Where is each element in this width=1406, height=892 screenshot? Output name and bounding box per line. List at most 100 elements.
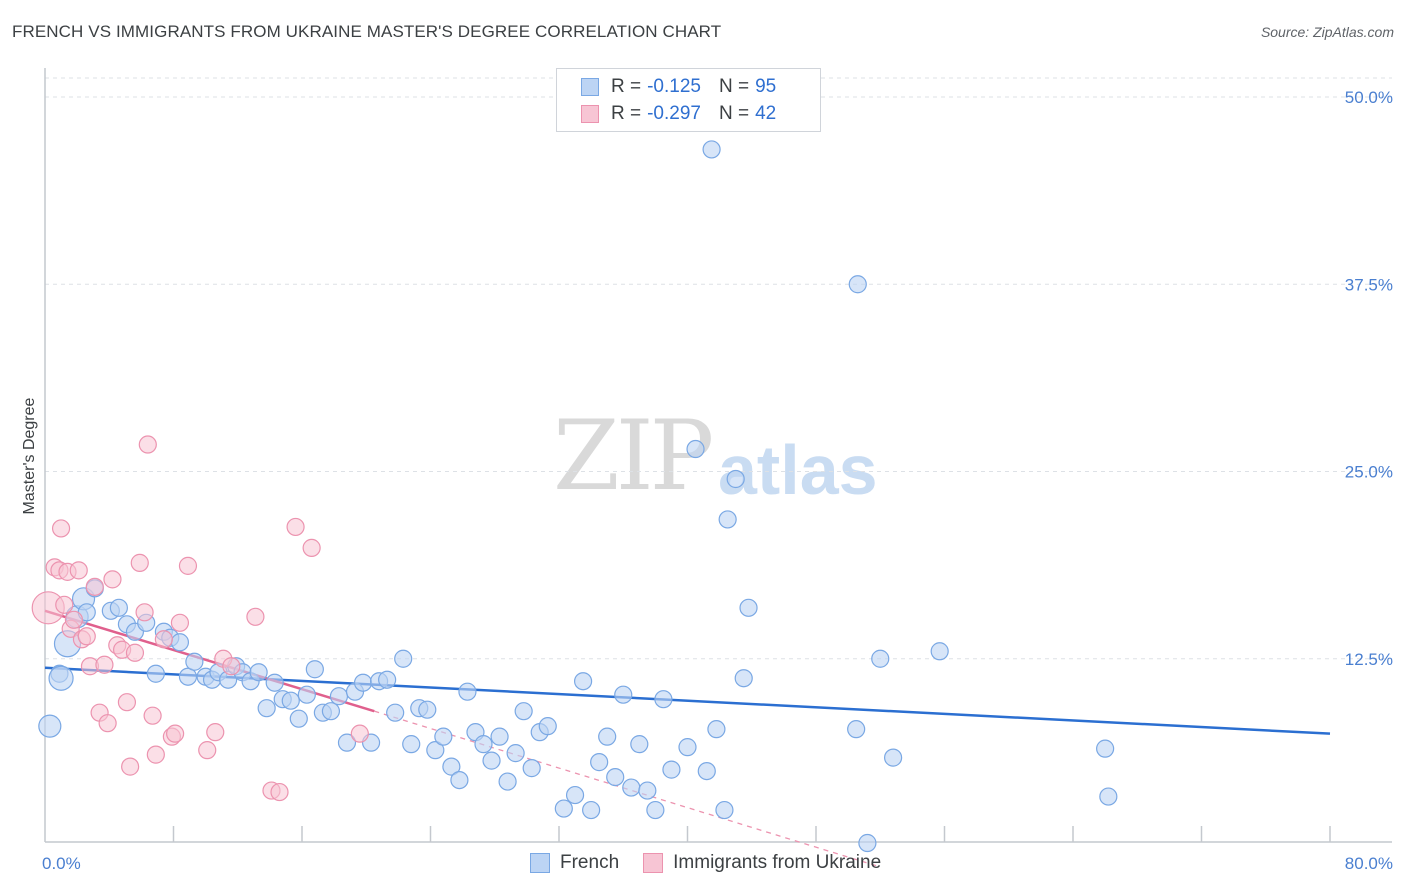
series-legend: French Immigrants from Ukraine: [530, 852, 905, 874]
french-point: [378, 670, 397, 689]
ukraine-point: [222, 657, 241, 676]
french-point: [170, 633, 190, 652]
french-point: [883, 748, 903, 767]
legend-swatch-french: [530, 853, 550, 873]
correlation-legend: R = -0.125 N = 95 R = -0.297 N = 42: [556, 68, 821, 132]
ukraine-points: [31, 435, 369, 802]
axes: [44, 68, 1392, 843]
ukraine-point: [302, 538, 321, 557]
ukraine-trend-line: [44, 609, 375, 713]
french-point: [582, 800, 601, 820]
legend-item-ukraine[interactable]: Immigrants from Ukraine: [643, 852, 881, 874]
x-tick-label: 0.0%: [42, 854, 81, 873]
legend-label-ukraine: Immigrants from Ukraine: [673, 852, 882, 873]
ukraine-point: [85, 577, 104, 596]
french-point: [538, 717, 557, 736]
y-tick-label: 12.5%: [1345, 650, 1393, 669]
french-point: [590, 753, 609, 772]
legend-row-ukraine: R = -0.297 N = 42: [581, 102, 776, 126]
ukraine-point: [170, 613, 190, 632]
french-point: [847, 720, 866, 739]
french-point: [402, 735, 421, 754]
ukraine-point: [130, 553, 149, 572]
y-axis-label: Master's Degree: [21, 397, 38, 514]
ukraine-point: [154, 630, 173, 649]
legend-n-label: N =: [718, 103, 750, 124]
french-point: [281, 691, 300, 710]
ukraine-point: [51, 519, 71, 538]
french-point: [297, 685, 316, 704]
french-point: [573, 672, 593, 691]
y-tick-label: 37.5%: [1345, 275, 1393, 294]
ukraine-point: [350, 724, 369, 743]
french-point: [498, 772, 517, 791]
french-point: [638, 781, 657, 800]
french-point: [565, 785, 585, 805]
ukraine-point: [64, 610, 84, 629]
legend-n-value: 95: [755, 76, 777, 97]
legend-row-french: R = -0.125 N = 95: [581, 75, 776, 99]
french-point: [474, 735, 493, 754]
french-point: [418, 700, 437, 719]
french-point: [646, 800, 665, 820]
french-point: [249, 663, 268, 682]
chart-title: FRENCH VS IMMIGRANTS FROM UKRAINE MASTER…: [12, 22, 722, 41]
legend-r-label: R =: [611, 103, 642, 124]
french-point: [1099, 787, 1118, 806]
ukraine-point: [117, 693, 137, 712]
legend-item-french[interactable]: French: [530, 852, 619, 874]
french-point: [394, 649, 413, 668]
french-point: [257, 699, 276, 718]
legend-n-label: N =: [718, 76, 750, 97]
french-point: [734, 669, 753, 688]
french-point: [697, 761, 716, 781]
french-point: [606, 767, 625, 787]
french-point: [458, 682, 477, 701]
ukraine-point: [246, 607, 265, 626]
french-point: [289, 709, 308, 728]
french-point: [858, 833, 877, 853]
french-point: [48, 665, 74, 691]
french-point: [930, 642, 949, 661]
french-point: [490, 727, 509, 746]
french-point: [353, 673, 373, 692]
french-point: [718, 510, 737, 529]
watermark-zip: ZIP: [553, 400, 714, 512]
ukraine-point: [55, 595, 74, 614]
gridlines: [45, 77, 1392, 660]
y-tick-label: 25.0%: [1345, 463, 1393, 482]
french-point: [442, 757, 461, 776]
ukraine-point: [95, 655, 114, 674]
french-point: [514, 702, 533, 721]
watermark-atlas: atlas: [718, 431, 878, 509]
ukraine-point: [206, 723, 225, 742]
ukraine-point: [77, 627, 96, 646]
french-point: [450, 770, 469, 790]
french-point: [434, 727, 453, 746]
legend-r-value: -0.297: [647, 103, 701, 124]
french-point: [654, 690, 673, 709]
french-point: [386, 703, 405, 722]
ukraine-point: [69, 561, 88, 580]
legend-swatch-french: [581, 78, 599, 96]
ukraine-point: [125, 643, 145, 662]
french-point: [678, 738, 697, 757]
ukraine-point: [143, 706, 162, 725]
french-point: [178, 667, 198, 686]
legend-r-value: -0.125: [647, 76, 701, 97]
legend-swatch-ukraine: [643, 853, 664, 873]
french-point: [715, 800, 734, 820]
french-point: [329, 687, 349, 706]
french-point: [305, 660, 324, 679]
french-point: [726, 469, 745, 489]
ukraine-point: [103, 570, 122, 589]
legend-swatch-ukraine: [581, 105, 599, 123]
source-label: Source: ZipAtlas.com: [1260, 24, 1394, 40]
french-point: [871, 649, 890, 668]
french-point: [109, 598, 128, 617]
french-point: [662, 760, 681, 779]
legend-n-value: 42: [755, 103, 777, 124]
legend-label-french: French: [560, 852, 620, 873]
ukraine-point: [166, 724, 185, 743]
french-point: [598, 727, 617, 746]
